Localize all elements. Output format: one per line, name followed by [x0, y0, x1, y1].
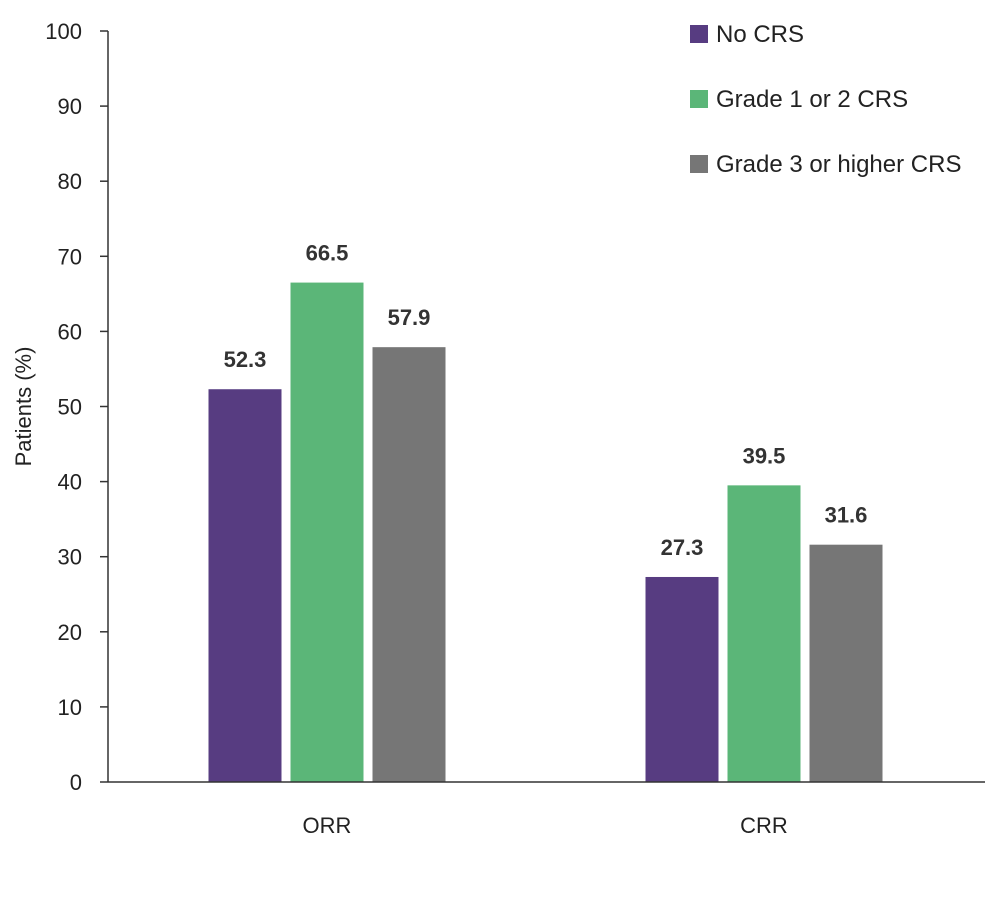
bar-crr-grade-1-or-2-crs: [727, 485, 801, 782]
y-axis-title: Patients (%): [11, 347, 36, 467]
y-tick-label: 80: [58, 169, 82, 194]
data-labels-group: 52.3 66.5 57.9 27.3 39.5 31.6: [224, 241, 868, 560]
data-label: 27.3: [661, 535, 704, 560]
legend-label: Grade 1 or 2 CRS: [716, 86, 908, 113]
y-tick-label: 20: [58, 620, 82, 645]
y-tick-label: 90: [58, 94, 82, 119]
data-label: 39.5: [743, 443, 786, 468]
x-tick-label: CRR: [740, 813, 788, 838]
bar-crr-no-crs: [645, 576, 719, 782]
legend: No CRS Grade 1 or 2 CRS Grade 3 or higher …: [690, 21, 961, 178]
data-label: 57.9: [388, 305, 431, 330]
data-label: 66.5: [306, 241, 349, 266]
legend-swatch: [690, 90, 708, 108]
legend-label: No CRS: [716, 21, 804, 48]
x-tick-label: ORR: [303, 813, 352, 838]
bar-orr-no-crs: [208, 389, 282, 782]
bar-crr-grade-3-or-higher-crs: [809, 544, 883, 782]
x-axis-labels: ORR CRR: [303, 813, 788, 838]
legend-swatch: [690, 25, 708, 43]
bar-orr-grade-3-or-higher-crs: [372, 347, 446, 782]
y-tick-label: 60: [58, 319, 82, 344]
legend-label: Grade 3 or higher CRS: [716, 151, 961, 178]
data-label: 31.6: [825, 503, 868, 528]
bars-group: [208, 282, 883, 782]
y-tick-label: 30: [58, 545, 82, 570]
y-tick-label: 50: [58, 395, 82, 420]
data-label: 52.3: [224, 347, 267, 372]
y-axis-ticks: 0 10 20 30 40 50 60 70 80 90 100: [45, 19, 108, 795]
y-tick-label: 0: [70, 770, 82, 795]
legend-swatch: [690, 155, 708, 173]
y-tick-label: 100: [45, 19, 82, 44]
bar-orr-grade-1-or-2-crs: [290, 282, 364, 782]
y-tick-label: 40: [58, 470, 82, 495]
y-tick-label: 70: [58, 244, 82, 269]
y-tick-label: 10: [58, 695, 82, 720]
